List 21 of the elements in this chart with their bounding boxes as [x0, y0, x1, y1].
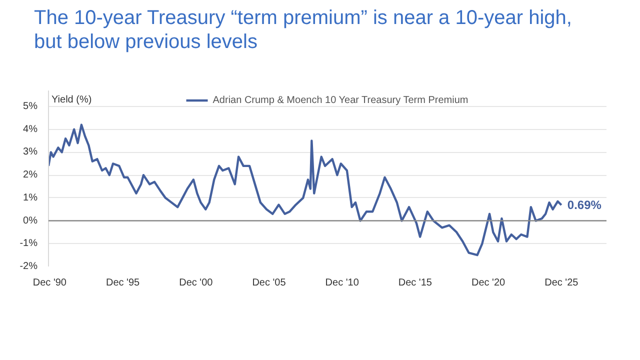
- x-tick-label: Dec '00: [179, 278, 214, 288]
- x-tick-label: Dec '90: [32, 278, 67, 288]
- chart-title: The 10-year Treasury “term premium” is near a 10-year high, but below previous levels: [34, 6, 573, 54]
- legend-label: Adrian Crump & Moench 10 Year Treasury Term Premium: [212, 94, 468, 106]
- y-axis-title: Yield (%): [52, 94, 92, 106]
- y-tick-label: 3%: [23, 146, 38, 158]
- y-tick-label: 4%: [23, 124, 38, 135]
- x-tick-label: Dec '25: [544, 278, 579, 288]
- x-tick-label: Dec '10: [325, 278, 360, 288]
- annotation: 0.69%: [567, 198, 602, 212]
- x-tick-label: Dec '20: [472, 278, 506, 288]
- x-tick-label: Dec '05: [252, 278, 286, 288]
- x-tick-label: Dec '15: [398, 278, 432, 288]
- y-tick-label: -2%: [20, 261, 38, 272]
- y-tick-label: -1%: [20, 238, 38, 250]
- y-tick-label: 1%: [23, 192, 38, 204]
- y-tick-label: 5%: [23, 101, 38, 112]
- x-tick-label: Dec '95: [106, 278, 140, 288]
- y-tick-label: 0%: [23, 215, 38, 226]
- line-series: [48, 124, 562, 256]
- y-tick-label: 2%: [23, 170, 38, 181]
